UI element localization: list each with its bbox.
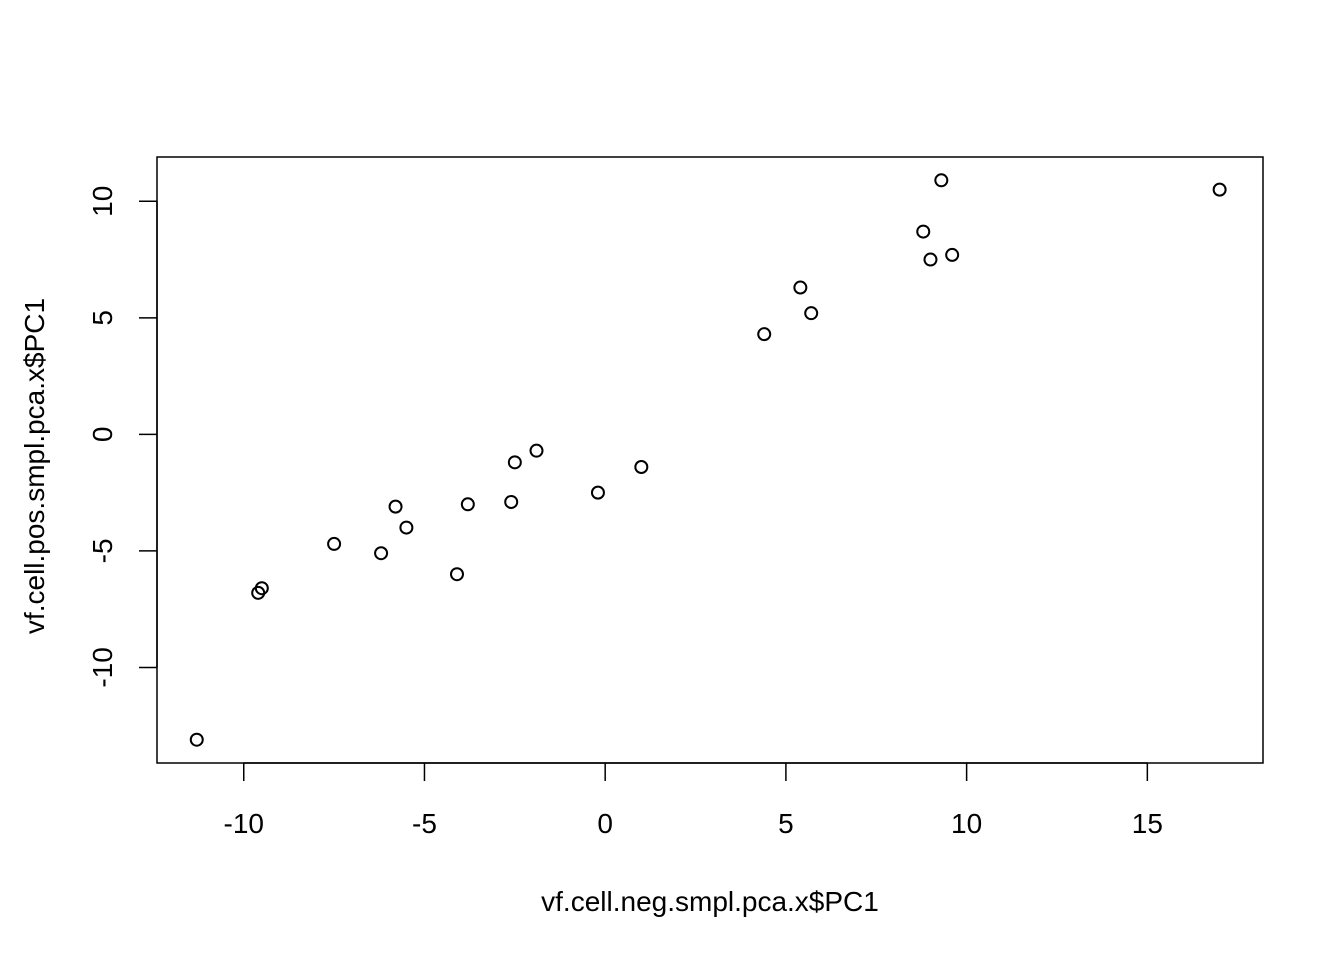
y-tick-label: -5	[87, 538, 118, 563]
data-point	[934, 173, 949, 188]
x-tick-label: 5	[778, 808, 794, 839]
plot-frame	[156, 156, 1264, 764]
data-point	[399, 520, 414, 535]
x-tick-label: 10	[951, 808, 982, 839]
data-point	[804, 306, 819, 321]
data-point	[504, 494, 519, 509]
data-point	[945, 247, 960, 262]
y-tick-label: 5	[87, 310, 118, 326]
data-point	[793, 280, 808, 295]
y-tick-label: 0	[87, 427, 118, 443]
y-axis: -10 -5 0 5 10	[87, 186, 158, 688]
x-tick-label: -5	[412, 808, 437, 839]
data-point	[507, 455, 522, 470]
x-tick-label: 0	[597, 808, 613, 839]
data-points	[189, 173, 1227, 747]
x-axis: -10 -5 0 5 10 15	[224, 762, 1163, 839]
data-point	[757, 327, 772, 342]
data-point	[388, 499, 403, 514]
data-point	[449, 567, 464, 582]
data-point	[529, 443, 544, 458]
y-tick-label: -10	[87, 647, 118, 687]
y-axis-label: vf.cell.pos.smpl.pca.x$PC1	[19, 298, 50, 634]
x-tick-label: 15	[1132, 808, 1163, 839]
data-point	[189, 732, 204, 747]
x-tick-label: -10	[224, 808, 264, 839]
data-point	[327, 536, 342, 551]
data-point	[590, 485, 605, 500]
data-point	[1212, 182, 1227, 197]
data-point	[916, 224, 931, 239]
data-point	[923, 252, 938, 267]
data-point	[251, 585, 266, 600]
data-point	[374, 546, 389, 561]
y-tick-label: 10	[87, 186, 118, 217]
data-point	[634, 459, 649, 474]
x-axis-label: vf.cell.neg.smpl.pca.x$PC1	[541, 886, 879, 917]
data-point	[460, 497, 475, 512]
